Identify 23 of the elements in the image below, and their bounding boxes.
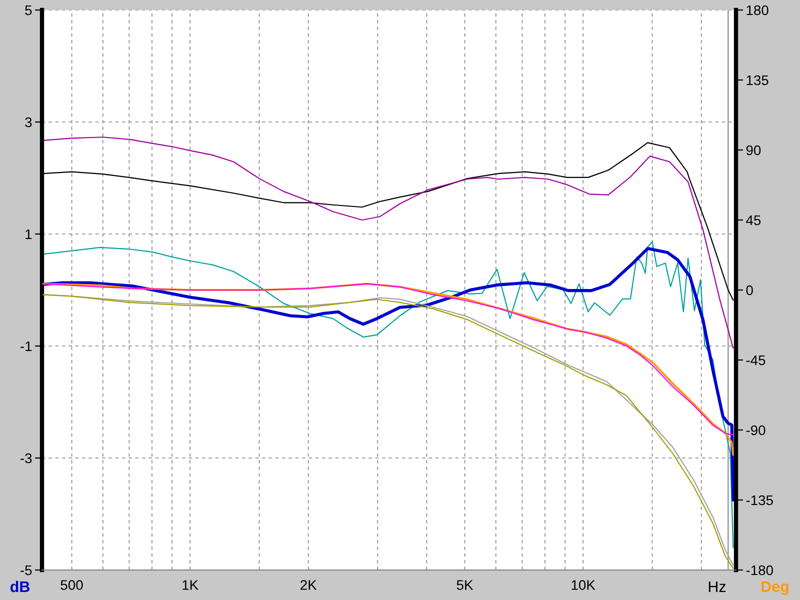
y-tick-label: 3 bbox=[25, 117, 32, 128]
y2-tick-label: 0 bbox=[746, 285, 753, 296]
y2-tick-label: 135 bbox=[746, 75, 768, 86]
y-tick-label: 5 bbox=[25, 5, 32, 16]
x-tick-label: 1K bbox=[182, 580, 198, 590]
x-tick-label: 10K bbox=[572, 580, 596, 590]
y2-axis-title: Deg bbox=[762, 581, 788, 596]
y2-tick-label: 90 bbox=[746, 145, 761, 156]
y2-tick-label: 180 bbox=[746, 5, 768, 16]
y2-tick-label: -90 bbox=[746, 425, 766, 436]
y2-tick-label: 45 bbox=[746, 215, 761, 226]
y2-tick-label: -135 bbox=[746, 495, 773, 506]
x-tick-label: 5K bbox=[456, 580, 474, 590]
y2-tick-label: -45 bbox=[746, 355, 766, 366]
y-tick-label: 1 bbox=[26, 229, 32, 240]
x-tick-label: 2K bbox=[300, 580, 317, 590]
y2-tick-label: -180 bbox=[746, 565, 773, 576]
y-tick-label: -1 bbox=[20, 341, 32, 352]
x-axis-title: Hz bbox=[708, 581, 726, 592]
y-axis-title: dB bbox=[10, 580, 30, 592]
x-tick-label: 500 bbox=[60, 580, 83, 590]
y-tick-label: -3 bbox=[20, 453, 32, 464]
y-tick-label: -5 bbox=[20, 565, 32, 576]
